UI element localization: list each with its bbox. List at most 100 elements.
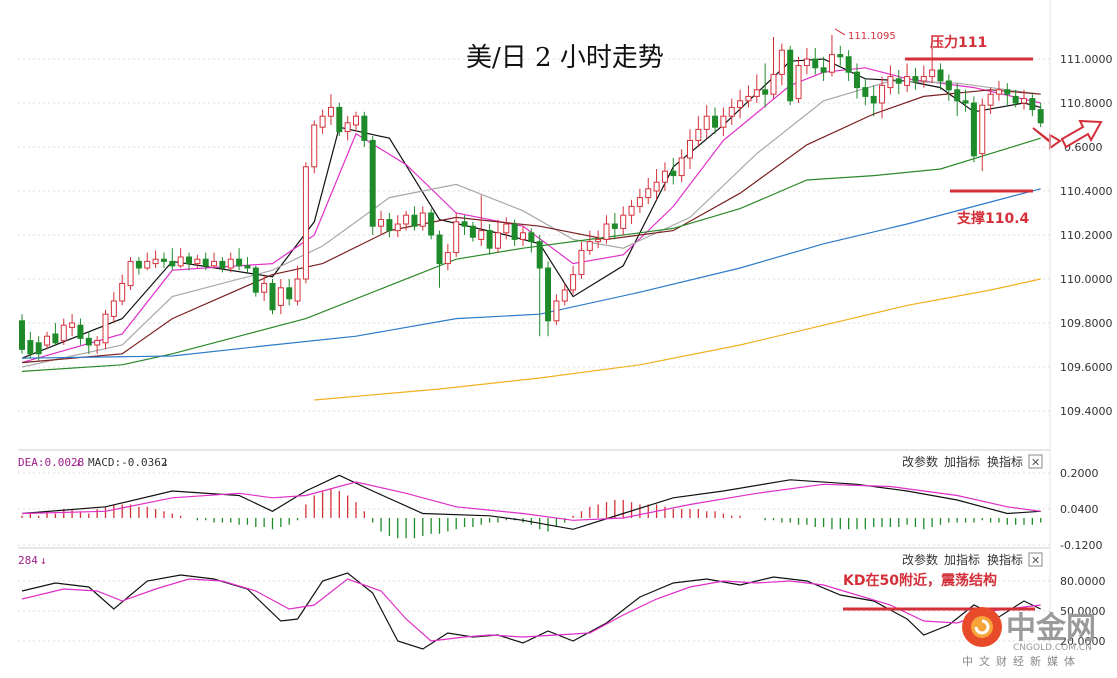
candle [403, 210, 410, 231]
candle [311, 120, 318, 174]
candle [879, 76, 886, 119]
switch-indicator-button[interactable]: 换指标 [987, 454, 1023, 469]
close-panel-button-2[interactable] [1028, 552, 1043, 567]
candle [720, 107, 727, 136]
macd-grid [18, 472, 1050, 546]
add-indicator-button[interactable]: 加指标 [944, 454, 980, 469]
candle [453, 213, 460, 257]
macd-histogram [21, 488, 1042, 539]
candle [837, 45, 844, 66]
change-params-button[interactable]: 改参数 [902, 454, 938, 469]
candle [895, 70, 902, 95]
candle [344, 116, 351, 141]
candle [611, 213, 618, 240]
candle [937, 63, 944, 90]
ma-line [21, 80, 1041, 368]
candle [77, 318, 84, 345]
candle [361, 111, 368, 147]
candle [595, 230, 602, 249]
switch-indicator-button-2[interactable]: 换指标 [987, 552, 1023, 567]
y-tick-label: 110.0000 [1060, 273, 1113, 286]
candle [194, 254, 201, 268]
candle [854, 63, 860, 99]
kd-y-tick-label: 50.0000 [1060, 605, 1106, 618]
candle [586, 230, 593, 255]
watermark-tagline: 中文财经新媒体 [962, 654, 1081, 668]
macd-arrow-icon: ↓ [162, 456, 169, 469]
candle [678, 149, 685, 183]
candle [60, 318, 67, 345]
candle [920, 65, 927, 88]
candle [85, 331, 92, 354]
macd-y-tick-label: 0.2000 [1060, 467, 1099, 480]
candlesticks [19, 34, 1044, 361]
candle [436, 230, 443, 288]
candle [570, 265, 577, 295]
candle [1021, 89, 1027, 110]
candle [603, 215, 610, 244]
candle [545, 261, 552, 337]
macd-lines [21, 474, 1041, 530]
y-tick-label: 109.6000 [1060, 361, 1113, 374]
candle [478, 195, 485, 246]
add-indicator-button-2[interactable]: 加指标 [944, 552, 980, 567]
candle [152, 250, 159, 268]
dif-line [21, 474, 1041, 530]
candle [762, 63, 769, 108]
candle [110, 292, 117, 323]
candle [653, 169, 660, 200]
candle [987, 87, 994, 114]
candle [995, 81, 1002, 101]
candle [912, 67, 919, 90]
kd-header-value: 284 [18, 554, 38, 567]
candle [336, 103, 343, 136]
ma-line [21, 137, 1041, 372]
candle [511, 219, 518, 246]
candle [319, 109, 326, 134]
candle [469, 221, 476, 242]
candle [494, 219, 501, 253]
candle [862, 78, 869, 106]
candle [812, 48, 819, 75]
close-panel-button[interactable] [1028, 454, 1043, 469]
candle [1029, 94, 1036, 117]
candle [378, 210, 385, 235]
watermark-brand: 中金网 [1006, 611, 1096, 646]
candle [35, 336, 42, 361]
candle [778, 43, 785, 86]
candle [954, 83, 961, 117]
d-line [21, 578, 1041, 642]
watermark-domain: CNGOLD.COM.CN [1013, 643, 1092, 653]
candle [261, 274, 268, 301]
candle [386, 213, 393, 238]
candle [661, 162, 668, 191]
candle [1037, 103, 1044, 128]
candle [979, 98, 986, 172]
candle [419, 206, 426, 231]
macd-axis-ticks: 0.2000 0.0400 -0.1200 [1060, 467, 1102, 552]
candle [102, 309, 109, 350]
dea-value: DEA:0.0028 [18, 456, 84, 469]
candle [428, 208, 435, 240]
candle [144, 252, 151, 271]
macd-y-tick-label: -0.1200 [1060, 539, 1102, 552]
y-tick-label: 109.4000 [1060, 405, 1113, 418]
y-tick-label: 110.8000 [1060, 97, 1113, 110]
candle [1012, 89, 1019, 108]
candle [394, 215, 401, 238]
candle [286, 279, 293, 306]
candle [528, 228, 535, 253]
candle [728, 98, 735, 125]
change-params-button-2[interactable]: 改参数 [902, 552, 938, 567]
kd-arrow-icon: ↓ [40, 554, 47, 567]
candle [302, 162, 309, 284]
kd-y-tick-label: 80.0000 [1060, 575, 1106, 588]
candle [353, 111, 359, 132]
candle [904, 63, 911, 92]
kd-grid [18, 580, 1050, 642]
candle [27, 331, 34, 359]
dea-line [21, 481, 1041, 521]
kd-lines [21, 572, 1041, 650]
y-tick-label: 110.4000 [1060, 185, 1113, 198]
close-icon: ✕ [1031, 456, 1040, 469]
